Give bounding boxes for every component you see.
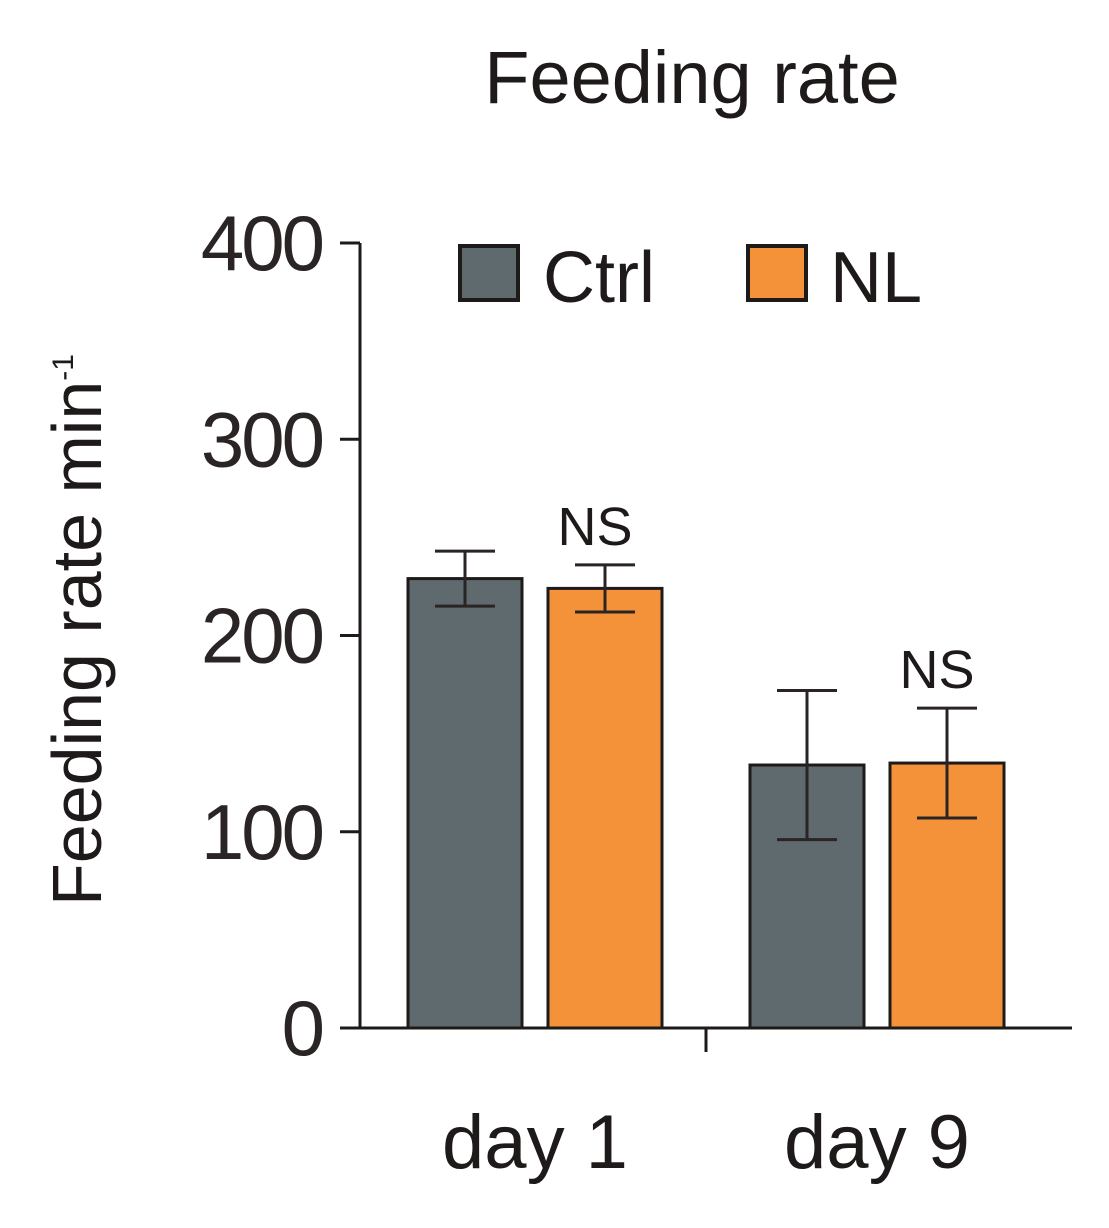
legend-swatch-nl — [746, 244, 808, 302]
y-tick-label: 100 — [201, 788, 323, 876]
x-category-label: day 9 — [784, 1100, 970, 1185]
y-tick-label: 400 — [201, 199, 323, 287]
x-category-label: day 1 — [442, 1100, 628, 1185]
legend: Ctrl NL — [458, 238, 922, 318]
y-axis-label: Feeding rate min-1 — [38, 354, 116, 906]
legend-label-nl: NL — [830, 238, 922, 318]
annotations: NS NS — [557, 497, 974, 700]
error-bars — [435, 549, 977, 842]
bar-nl-day-1 — [546, 586, 664, 1030]
y-axis-label-superscript: -1 — [47, 354, 80, 381]
chart-title: Feeding rate — [484, 36, 900, 119]
legend-label-ctrl: Ctrl — [543, 238, 655, 318]
legend-swatch-ctrl — [458, 244, 520, 302]
bars — [406, 577, 1006, 1030]
y-tick-label: 200 — [201, 592, 323, 680]
y-axis-label-main: Feeding rate min — [38, 381, 116, 906]
significance-annotation: NS — [557, 497, 632, 557]
y-tick-label: 300 — [201, 395, 323, 483]
significance-annotation: NS — [899, 640, 974, 700]
axes: 0 100 200 300 400 day 1 day 9 — [201, 199, 1072, 1185]
y-tick-label: 0 — [282, 984, 323, 1072]
bar-ctrl-day-1 — [406, 577, 524, 1030]
